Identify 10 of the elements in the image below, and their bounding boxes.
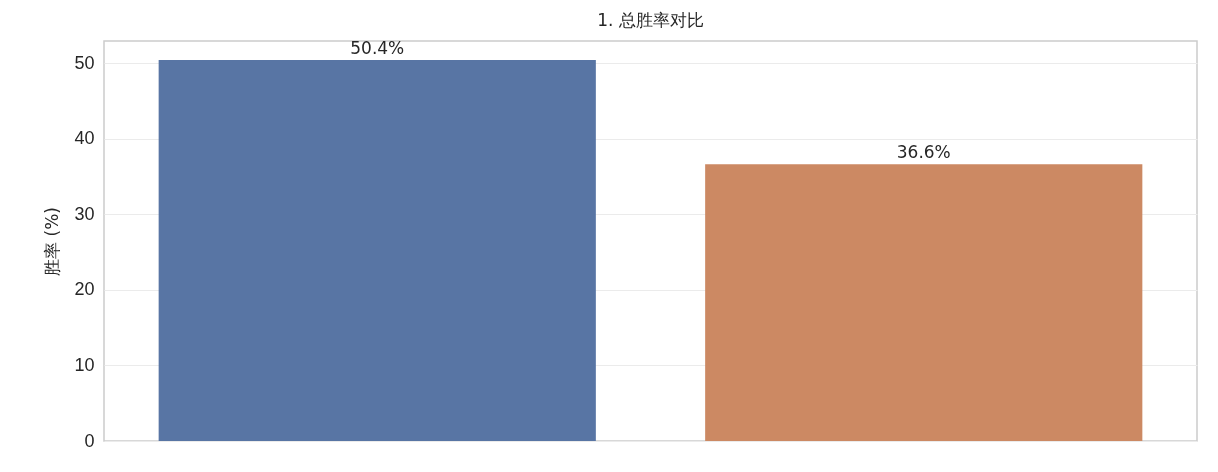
y-tick-label: 50: [74, 52, 95, 73]
y-axis-title: 胜率 (%): [42, 207, 63, 276]
y-tick-label: 40: [74, 128, 95, 149]
data-label: 50.4%: [350, 38, 405, 59]
y-tick-label: 10: [74, 354, 95, 375]
y-tick-label: 30: [74, 203, 95, 224]
y-tick-label: 0: [84, 430, 95, 451]
data-label: 36.6%: [896, 142, 951, 163]
y-tick-label: 20: [74, 279, 95, 300]
chart-title: 1. 总胜率对比: [597, 10, 704, 31]
